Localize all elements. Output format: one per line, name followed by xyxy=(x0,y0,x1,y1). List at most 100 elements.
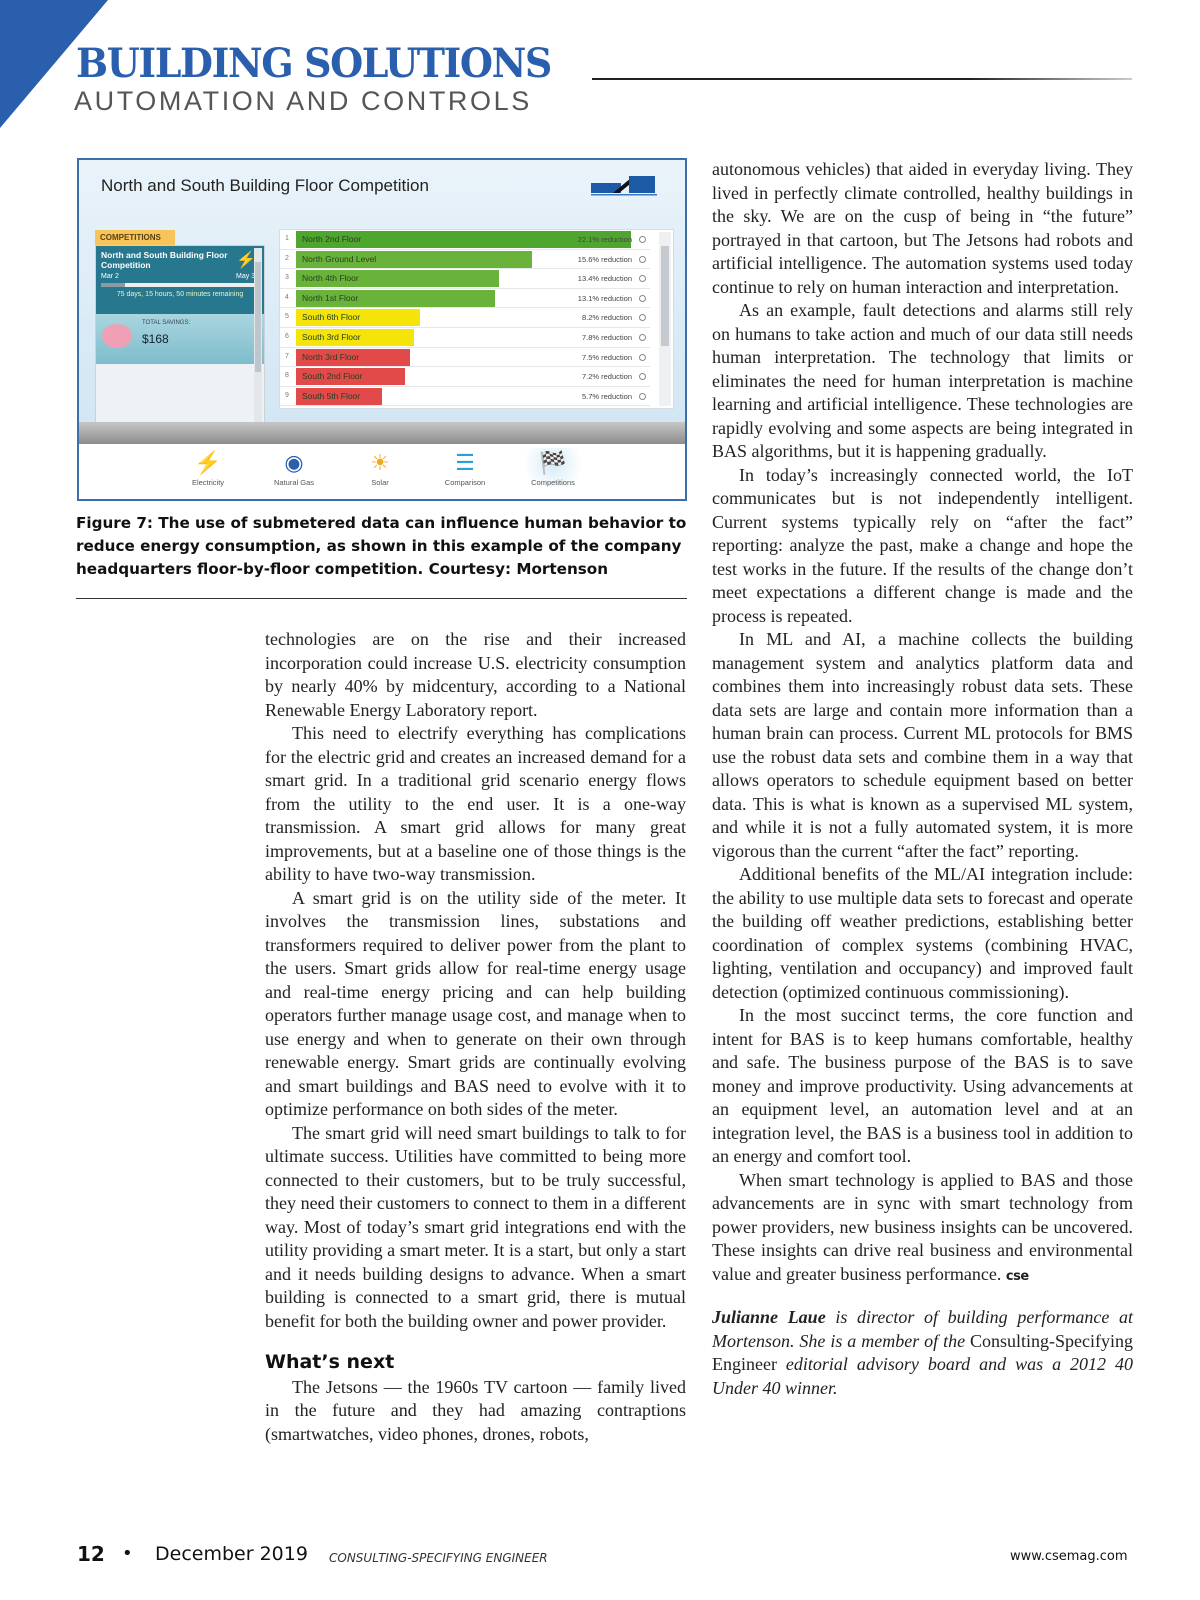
bottom-nav: ⚡ Electricity ◉ Natural Gas ☀ Solar ☰ Compariso… xyxy=(79,444,685,499)
reduction-bar xyxy=(296,368,406,386)
info-icon[interactable] xyxy=(639,373,646,381)
savings-box: TOTAL SAVINGS: $168 xyxy=(96,314,264,364)
floor-name: North 1st Floor xyxy=(302,292,359,303)
info-icon[interactable] xyxy=(639,294,646,302)
competition-name: North and South Building Floor Competiti… xyxy=(101,250,228,270)
nav-solar[interactable]: ☀ Solar xyxy=(345,448,415,487)
floor-name: North 2nd Floor xyxy=(302,234,362,244)
end-date: May 31 xyxy=(236,273,259,280)
bio-text: editorial advisory board and was a 2012 … xyxy=(712,1354,1133,1398)
reduction-bar xyxy=(296,270,500,288)
ranking-row[interactable]: 6 South 3rd Floor 7.8% reduction xyxy=(280,328,650,348)
rank-number: 7 xyxy=(285,352,289,360)
issue-date: December 2019 xyxy=(155,1543,308,1565)
author-bio: Julianne Laue is director of building pe… xyxy=(712,1306,1133,1400)
reduction-bar xyxy=(296,348,410,366)
info-icon[interactable] xyxy=(639,275,646,283)
rank-number: 4 xyxy=(285,293,289,301)
info-icon[interactable] xyxy=(639,255,646,263)
paragraph: technologies are on the rise and their i… xyxy=(265,629,686,720)
rank-number: 5 xyxy=(285,313,289,321)
nav-electricity[interactable]: ⚡ Electricity xyxy=(173,448,243,487)
reduction-value: 15.6% reduction xyxy=(577,254,632,264)
ranking-row[interactable]: 3 North 4th Floor 13.4% reduction xyxy=(280,269,650,289)
info-icon[interactable] xyxy=(639,392,646,400)
rank-number: 6 xyxy=(285,333,289,340)
ranking-row[interactable]: 9 South 5th Floor 5.7% reduction xyxy=(280,387,650,407)
bar-comparison-icon: ☰ xyxy=(455,450,475,475)
ranking-row[interactable]: 8 South 2nd Floor 7.2% reduction xyxy=(280,367,650,387)
nav-label: Solar xyxy=(371,478,389,487)
author-name: Julianne Laue xyxy=(712,1307,826,1327)
floor-name: South 6th Floor xyxy=(302,312,361,323)
ranking-row[interactable]: 2 North Ground Level 15.6% reduction xyxy=(280,250,650,270)
info-icon[interactable] xyxy=(639,353,646,361)
right-column: autonomous vehicles) that aided in every… xyxy=(712,158,1133,1400)
header-rule xyxy=(592,78,1132,80)
info-icon[interactable] xyxy=(639,236,646,243)
reduction-value: 5.7% reduction xyxy=(581,391,632,401)
nav-competitions[interactable]: 🏁 Competitions xyxy=(518,448,588,487)
ranking-row[interactable]: 4 North 1st Floor 13.1% reduction xyxy=(280,289,650,309)
paragraph: In today’s increasingly connected world,… xyxy=(712,464,1133,626)
paragraph-text: When smart technology is applied to BAS … xyxy=(712,1169,1133,1284)
nav-label: Competitions xyxy=(531,478,575,487)
table-scrollbar[interactable] xyxy=(659,232,671,406)
info-icon[interactable] xyxy=(639,314,646,322)
paragraph: autonomous vehicles) that aided in every… xyxy=(712,159,1133,297)
checkered-flag-icon: 🏁 xyxy=(539,450,567,475)
nav-natural-gas[interactable]: ◉ Natural Gas xyxy=(259,448,329,487)
competitions-panel: North and South Building Floor Competiti… xyxy=(95,245,265,430)
nav-comparison[interactable]: ☰ Comparison xyxy=(430,448,500,487)
paragraph: In the most succinct terms, the core fun… xyxy=(712,1005,1133,1166)
reduction-bar xyxy=(296,231,631,248)
publication-name: Consulting-Specifying Engineer xyxy=(712,1330,1133,1375)
reduction-value: 22.1% reduction xyxy=(577,235,632,244)
floor-name: North 4th Floor xyxy=(302,273,359,284)
brand-logo-icon xyxy=(591,176,657,196)
reduction-bar xyxy=(296,329,415,346)
ranking-row[interactable]: 7 North 3rd Floor 7.5% reduction xyxy=(280,348,650,368)
competition-progress-bar xyxy=(101,283,259,287)
rank-number: 3 xyxy=(285,274,289,282)
reduction-value: 7.8% reduction xyxy=(581,333,632,342)
paragraph: A smart grid is on the utility side of t… xyxy=(265,887,686,1120)
competition-card[interactable]: North and South Building Floor Competiti… xyxy=(96,246,264,314)
floor-name: South 5th Floor xyxy=(302,390,361,401)
info-icon[interactable] xyxy=(639,334,646,341)
ranking-row[interactable]: 5 South 6th Floor 8.2% reduction xyxy=(280,308,650,328)
piggy-bank-icon xyxy=(102,324,132,348)
caption-rule xyxy=(76,598,687,599)
reduction-bar xyxy=(296,309,421,327)
floor-name: North 3rd Floor xyxy=(302,351,360,362)
floor-name: South 3rd Floor xyxy=(302,332,361,342)
rank-number: 8 xyxy=(285,372,289,380)
subheading: What’s next xyxy=(265,1351,395,1373)
reduction-value: 7.5% reduction xyxy=(581,352,632,362)
website-link[interactable]: www.csemag.com xyxy=(1010,1549,1128,1564)
nav-label: Comparison xyxy=(444,478,486,487)
toolbar-band xyxy=(79,422,685,444)
paragraph: As an example, fault detections and alar… xyxy=(712,300,1133,461)
footer-bullet: • xyxy=(122,1543,133,1564)
nav-label: Electricity xyxy=(191,478,225,487)
paragraph: Additional benefits of the ML/AI integra… xyxy=(712,864,1133,1002)
section-subtitle: AUTOMATION AND CONTROLS xyxy=(74,86,532,116)
savings-label: TOTAL SAVINGS: xyxy=(142,320,191,326)
paragraph: The Jetsons — the 1960s TV cartoon — fam… xyxy=(265,1376,686,1444)
reduction-bar xyxy=(296,387,383,405)
reduction-value: 13.4% reduction xyxy=(577,274,632,284)
rank-number: 2 xyxy=(285,254,289,262)
panel-scrollbar[interactable] xyxy=(254,248,262,426)
lightning-icon: ⚡ xyxy=(194,450,222,475)
left-column: technologies are on the rise and their i… xyxy=(265,628,686,1446)
page-number: 12 xyxy=(77,1542,105,1566)
reduction-value: 13.1% reduction xyxy=(577,293,632,303)
reduction-value: 8.2% reduction xyxy=(581,313,632,323)
bio-text: is director of building performance at M… xyxy=(712,1307,1133,1351)
cse-end-mark: cse xyxy=(1005,1268,1029,1284)
ranking-row[interactable]: 1 North 2nd Floor 22.1% reduction xyxy=(280,230,650,250)
competitions-tab[interactable]: COMPETITIONS xyxy=(95,230,175,245)
rank-number: 9 xyxy=(285,391,289,399)
reduction-bar xyxy=(296,250,533,268)
